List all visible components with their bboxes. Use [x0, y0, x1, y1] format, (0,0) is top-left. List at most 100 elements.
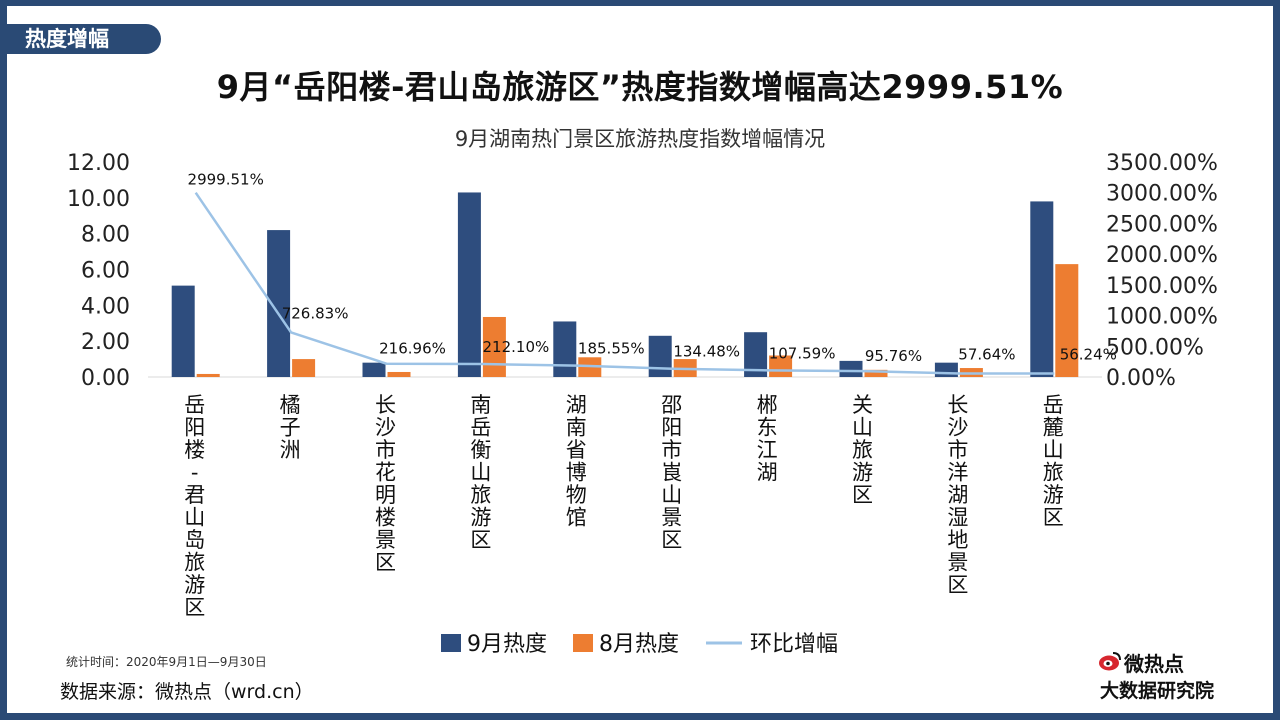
ratio-data-label: 95.76%	[865, 347, 922, 365]
bar-sep-heat	[648, 335, 672, 377]
category-label-char: 山	[470, 461, 491, 485]
ratio-data-label: 2999.51%	[188, 171, 264, 189]
category-label-char: 郴	[757, 393, 778, 417]
stats-period-note: 统计时间：2020年9月1日—9月30日	[66, 655, 267, 669]
category-label-char: 市	[947, 438, 968, 462]
legend-label-ratio: 环比增幅	[750, 632, 838, 657]
category-label-char: 东	[757, 416, 778, 440]
category-label-char: 景	[947, 551, 968, 575]
bar-sep-heat	[839, 360, 863, 377]
bar-sep-heat	[267, 230, 291, 377]
ratio-data-label: 726.83%	[282, 304, 349, 322]
category-label-char: 馆	[566, 506, 587, 530]
category-label-char: 岳	[1043, 393, 1064, 417]
page-title: 9月“岳阳楼-君山岛旅游区”热度指数增幅高达2999.51%	[216, 68, 1064, 106]
category-label-char: 山	[661, 483, 682, 507]
category-label-char: 地	[947, 528, 968, 552]
category-label-char: 阳	[661, 416, 682, 440]
category-label-char: 花	[375, 461, 396, 485]
category-label-char: 山	[852, 416, 873, 440]
category-label-char: 景	[375, 528, 396, 552]
bar-sep-heat	[171, 285, 195, 377]
bar-sep-heat	[744, 332, 768, 377]
bar-aug-heat	[196, 373, 220, 377]
y-right-tick-label: 500.00%	[1106, 335, 1204, 360]
category-label-char: 湖	[947, 483, 968, 507]
y-right-tick-label: 0.00%	[1106, 366, 1176, 391]
ratio-data-label: 107.59%	[769, 344, 836, 362]
category-label-char: 湖	[757, 461, 778, 485]
category-label-char: 邵	[661, 393, 682, 417]
legend-label-aug: 8月热度	[599, 632, 679, 657]
logo-brand: 微热点	[1124, 652, 1184, 676]
data-source: 数据来源：微热点（wrd.cn）	[60, 681, 314, 703]
y-right-tick-label: 3500.00%	[1106, 151, 1218, 176]
y-right-tick-label: 1000.00%	[1106, 305, 1218, 330]
y-left-tick-label: 4.00	[81, 294, 130, 319]
ratio-data-label: 57.64%	[958, 345, 1015, 363]
y-left-tick-label: 8.00	[81, 223, 130, 248]
category-label-char: -	[191, 461, 199, 485]
category-label-char: 江	[757, 438, 778, 462]
category-label-char: 君	[184, 483, 205, 507]
category-label-char: 市	[661, 438, 682, 462]
section-tag: 热度增幅	[7, 24, 161, 54]
category-label-char: 游	[184, 573, 205, 597]
y-right-tick-label: 2500.00%	[1106, 212, 1218, 237]
category-label-char: 博	[566, 461, 587, 485]
category-label-char: 衡	[470, 438, 491, 462]
category-label-char: 游	[1043, 483, 1064, 507]
y-right-tick-label: 3000.00%	[1106, 182, 1218, 207]
category-label-char: 旅	[470, 483, 491, 507]
y-left-tick-label: 2.00	[81, 330, 130, 355]
category-label-char: 楼	[184, 438, 205, 462]
legend-swatch-sep	[441, 634, 461, 652]
category-label-char: 区	[470, 528, 491, 552]
category-label-char: 沙	[375, 416, 396, 440]
category-label-char: 长	[375, 393, 396, 417]
category-label-char: 区	[375, 551, 396, 575]
category-label-char: 游	[470, 506, 491, 530]
category-label-char: 湿	[947, 506, 968, 530]
bar-sep-heat	[362, 362, 386, 377]
y-left-tick-label: 6.00	[81, 259, 130, 284]
category-label-char: 物	[566, 483, 587, 507]
bar-sep-heat	[934, 362, 958, 377]
category-label-char: 岛	[184, 528, 205, 552]
ratio-line	[194, 191, 1055, 375]
bar-aug-heat	[387, 371, 411, 377]
category-label-char: 麓	[1043, 416, 1064, 440]
weibo-eye-icon	[1099, 652, 1121, 671]
category-label-char: 山	[184, 506, 205, 530]
category-label-char: 阳	[184, 416, 205, 440]
category-label-char: 沙	[947, 416, 968, 440]
ratio-data-label: 216.96%	[379, 340, 446, 358]
category-label-char: 区	[852, 483, 873, 507]
y-right-tick-label: 2000.00%	[1106, 243, 1218, 268]
category-label-char: 省	[566, 438, 587, 462]
ratio-data-label: 56.24%	[1060, 346, 1117, 364]
legend-label-sep: 9月热度	[467, 632, 547, 657]
category-label-char: 南	[470, 393, 491, 417]
category-label-char: 南	[566, 416, 587, 440]
category-label-char: 景	[661, 506, 682, 530]
category-label-char: 区	[1043, 506, 1064, 530]
category-label-char: 游	[852, 461, 873, 485]
category-label-char: 岳	[184, 393, 205, 417]
category-label-char: 子	[280, 416, 301, 440]
ratio-data-label: 134.48%	[673, 343, 740, 361]
category-label-char: 旅	[1043, 461, 1064, 485]
category-label-char: 长	[947, 393, 968, 417]
bar-aug-heat	[1055, 264, 1079, 377]
category-label-char: 橘	[280, 393, 301, 417]
category-label-char: 湖	[566, 393, 587, 417]
category-label-char: 旅	[184, 551, 205, 575]
logo-subtitle: 大数据研究院	[1100, 680, 1215, 702]
bar-sep-heat	[553, 321, 577, 377]
category-label-char: 明	[375, 483, 396, 507]
bar-aug-heat	[482, 316, 506, 377]
category-label-char: 市	[375, 438, 396, 462]
bar-aug-heat	[864, 369, 888, 377]
y-right-tick-label: 1500.00%	[1106, 274, 1218, 299]
category-label-char: 崀	[661, 461, 682, 485]
